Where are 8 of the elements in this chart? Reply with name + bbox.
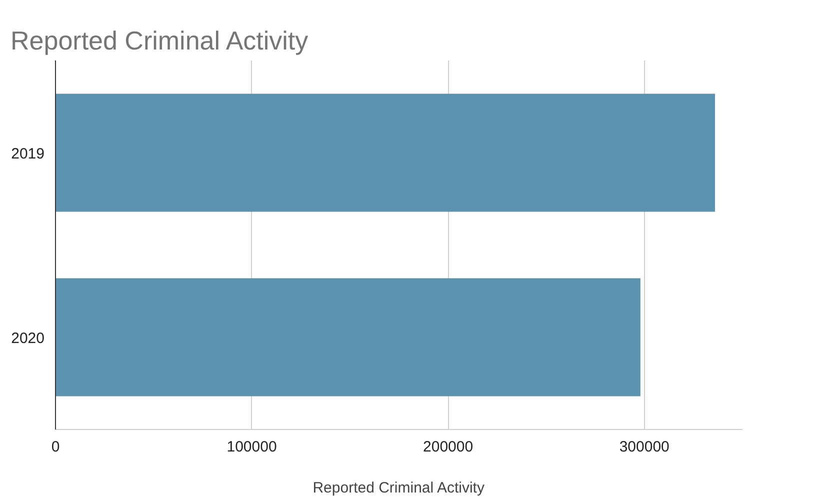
y-tick-label: 2020 <box>11 330 45 347</box>
y-tick-label: 2019 <box>11 145 45 162</box>
x-tick-label: 100000 <box>226 438 277 456</box>
x-tick-label: 300000 <box>619 438 670 456</box>
x-tick-label: 0 <box>51 438 60 456</box>
x-axis-title: Reported Criminal Activity <box>312 480 485 496</box>
chart-title: Reported Criminal Activity <box>10 26 308 56</box>
x-tick-label: 200000 <box>423 438 474 456</box>
